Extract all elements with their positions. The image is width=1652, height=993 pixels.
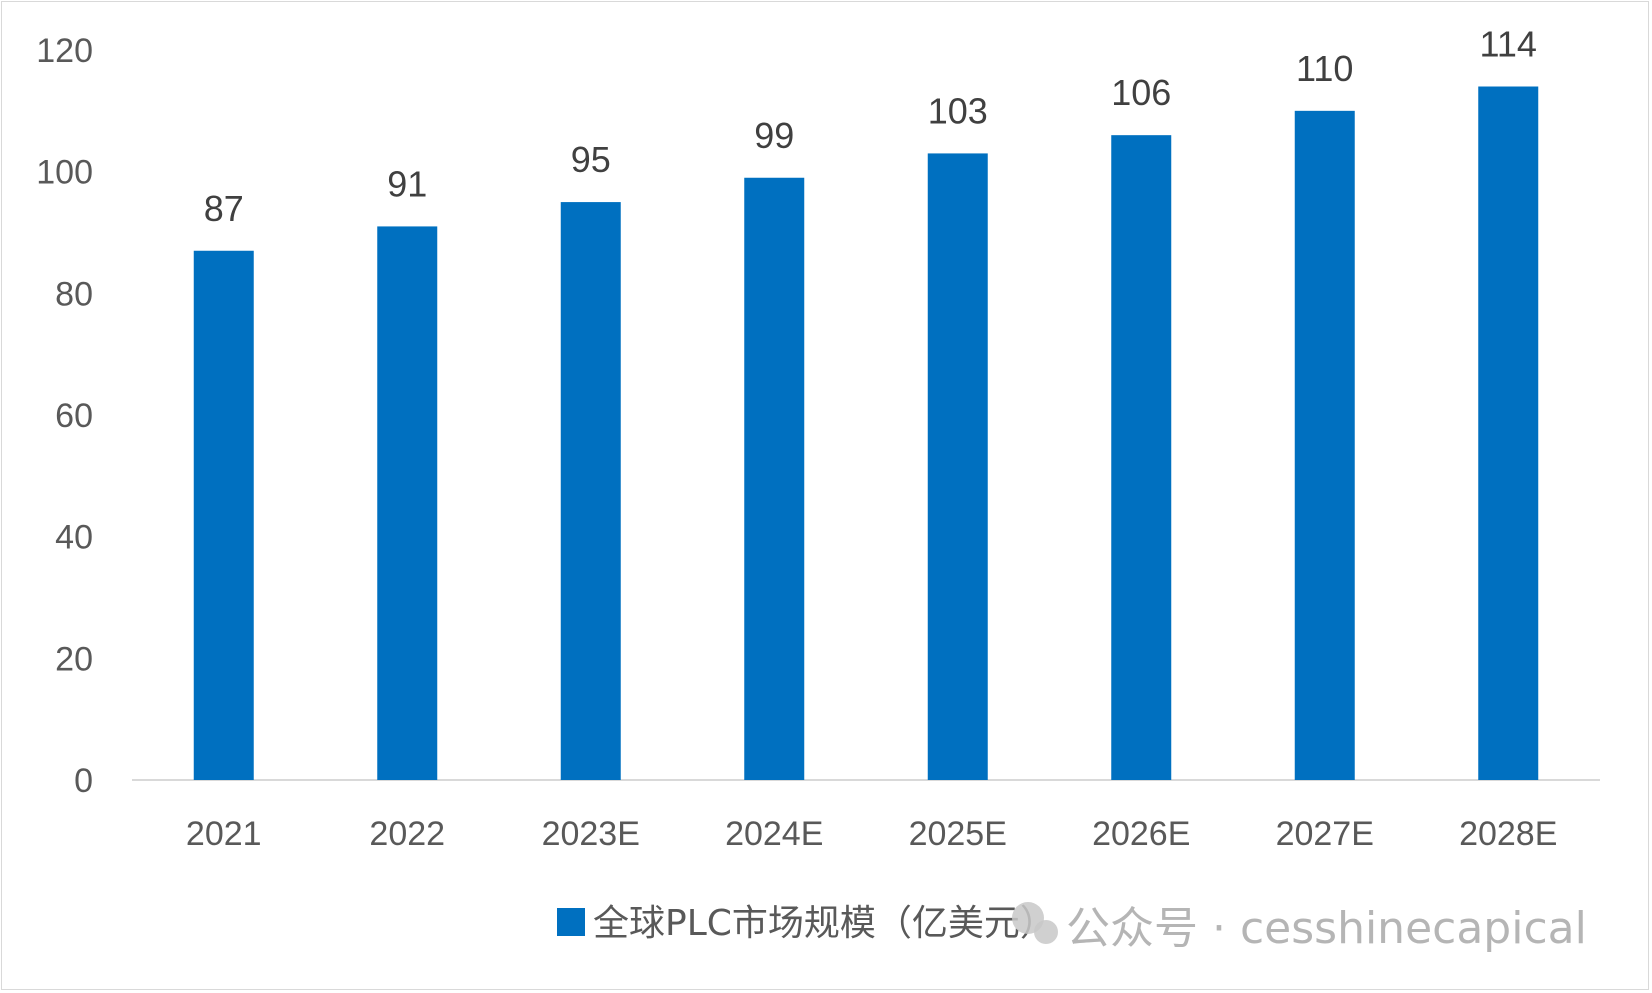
- y-axis: 0 20 40 60 80 100 120: [36, 32, 93, 800]
- data-label: 91: [387, 163, 427, 204]
- watermark: 公众号 · cesshinecapical: [1012, 902, 1587, 954]
- x-tick-label: 2027E: [1276, 815, 1374, 853]
- y-tick-label: 120: [36, 32, 93, 70]
- bars: [193, 86, 1539, 781]
- bar: [744, 177, 805, 780]
- y-tick-label: 0: [74, 762, 93, 800]
- data-label: 99: [754, 115, 794, 156]
- y-tick-label: 20: [55, 640, 93, 678]
- bar: [927, 153, 988, 780]
- bar: [1478, 86, 1539, 780]
- y-tick-label: 100: [36, 154, 93, 192]
- data-label: 114: [1480, 24, 1537, 65]
- legend: 全球PLC市场规模（亿美元）: [557, 903, 1056, 944]
- y-tick-label: 40: [55, 519, 93, 557]
- y-tick-label: 80: [55, 275, 93, 313]
- x-tick-label: 2023E: [542, 815, 640, 853]
- x-tick-label: 2028E: [1459, 815, 1557, 853]
- x-tick-label: 2026E: [1092, 815, 1190, 853]
- bar: [1294, 110, 1355, 781]
- bar: [1111, 135, 1172, 780]
- legend-swatch: [557, 908, 585, 936]
- x-tick-label: 2024E: [725, 815, 823, 853]
- bar: [377, 226, 438, 780]
- data-label: 110: [1296, 48, 1353, 89]
- data-labels: 87 91 95 99 103 106 110 114: [204, 24, 1537, 229]
- wechat-icon-bubble: [1034, 920, 1058, 944]
- data-label: 95: [571, 139, 611, 180]
- legend-label: 全球PLC市场规模（亿美元）: [593, 903, 1056, 944]
- x-tick-label: 2022: [369, 815, 445, 853]
- data-label: 87: [204, 188, 244, 229]
- x-tick-label: 2025E: [909, 815, 1007, 853]
- bar: [193, 250, 254, 780]
- data-label: 106: [1111, 72, 1171, 113]
- x-tick-label: 2021: [186, 815, 262, 853]
- x-axis: 2021 2022 2023E 2024E 2025E 2026E 2027E 2028E: [186, 815, 1557, 853]
- watermark-text: 公众号 · cesshinecapical: [1066, 903, 1587, 954]
- y-tick-label: 60: [55, 397, 93, 435]
- bar: [560, 202, 621, 781]
- data-label: 103: [928, 90, 988, 131]
